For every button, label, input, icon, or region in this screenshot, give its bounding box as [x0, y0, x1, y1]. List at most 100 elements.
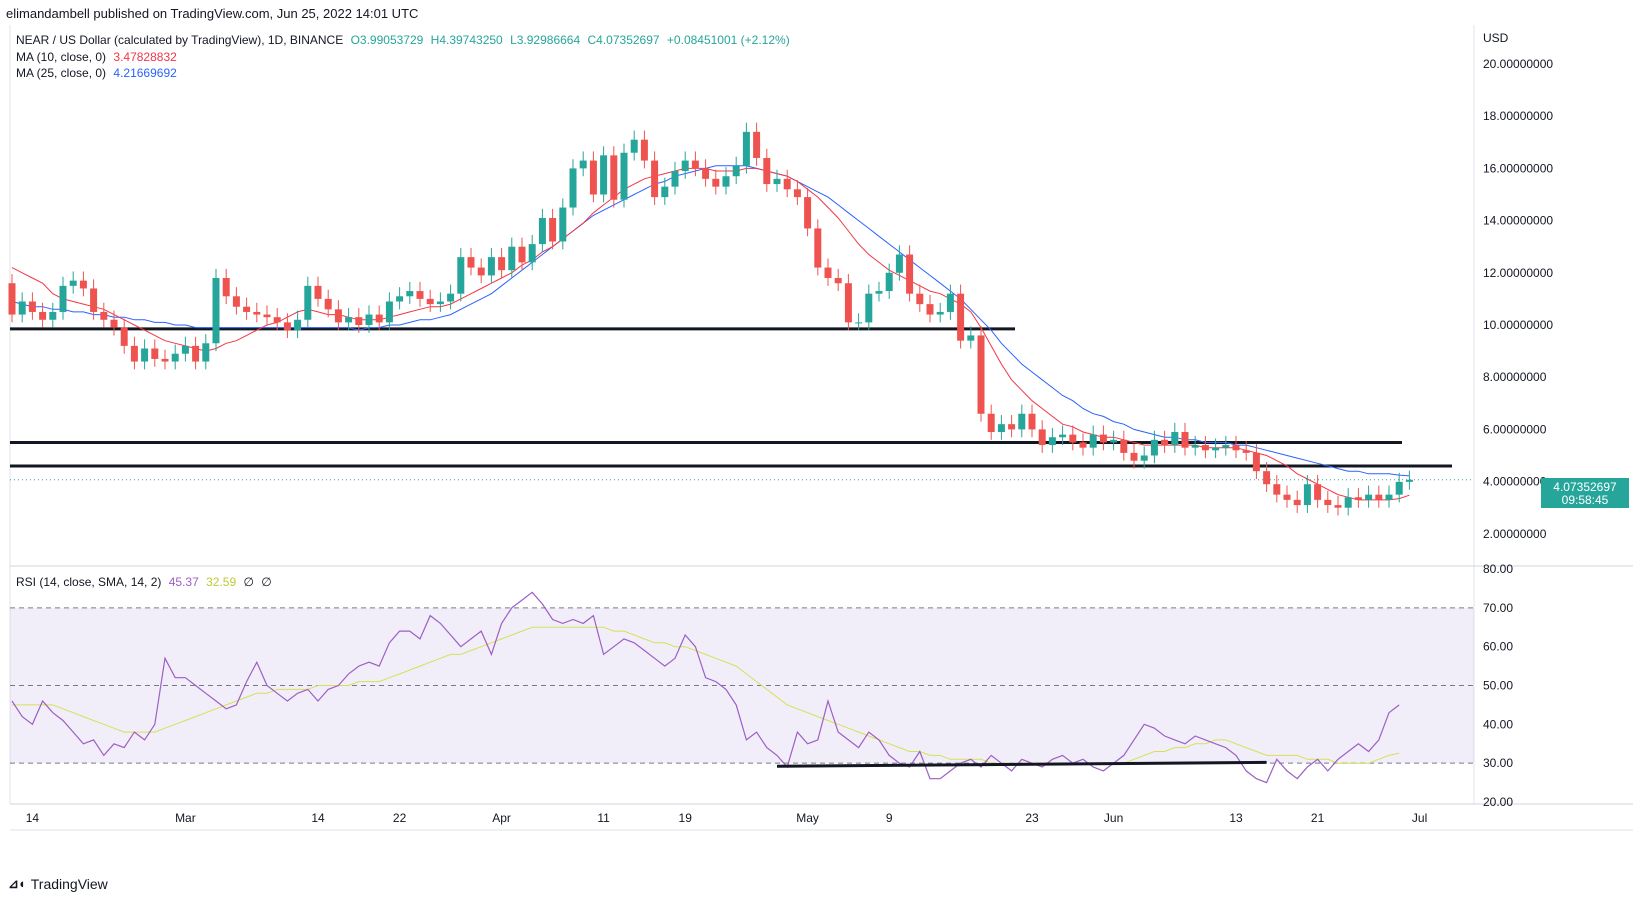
candle-body [1242, 450, 1250, 453]
candle-body [1028, 413, 1036, 430]
rsi-trendline [776, 760, 1267, 768]
candle-body [793, 189, 801, 198]
rsi-tick: 60.00 [1483, 640, 1513, 654]
candle-body [640, 139, 648, 161]
candle-body [1161, 439, 1169, 446]
candle-body [926, 304, 934, 315]
candle-body [1130, 452, 1138, 461]
time-tick: 13 [1229, 811, 1243, 825]
candle-body [814, 228, 822, 268]
rsi-value: 45.37 [168, 575, 199, 589]
candle-body [1405, 479, 1413, 482]
candle-body [222, 278, 230, 297]
candle-body [406, 291, 414, 297]
candle-body [844, 283, 852, 323]
rsi-line [11, 591, 1400, 784]
moving-averages [11, 165, 1410, 501]
candle-body [49, 311, 57, 320]
candle-body [212, 278, 220, 344]
candle-body [39, 311, 47, 320]
time-tick: Jun [1104, 811, 1123, 825]
ma25-line [11, 165, 1410, 477]
candle-body [1099, 434, 1107, 443]
candles [8, 122, 1413, 516]
time-tick: Mar [175, 811, 196, 825]
candle-body [1120, 439, 1128, 453]
candle-body [783, 178, 791, 190]
symbol-legend: NEAR / US Dollar (calculated by TradingV… [16, 33, 794, 47]
candle-body [345, 317, 353, 323]
symbol-name: NEAR / US Dollar (calculated by TradingV… [16, 33, 344, 47]
candle-body [1385, 494, 1393, 500]
candle-body [906, 254, 914, 294]
candle-body [1365, 494, 1373, 500]
candle-body [294, 319, 302, 331]
candle-body [436, 301, 444, 305]
publish-info: elimandambell published on TradingView.c… [6, 6, 419, 21]
time-tick: 19 [679, 811, 693, 825]
candle-body [253, 311, 261, 315]
candle-body [1140, 455, 1148, 461]
candle-body [518, 246, 526, 263]
candle-body [28, 301, 36, 312]
candle-body [732, 165, 740, 177]
time-tick: May [796, 811, 819, 825]
open-value: O3.99053729 [350, 33, 424, 47]
candle-body [579, 160, 587, 169]
candle-body [1038, 429, 1046, 446]
time-tick: 14 [26, 811, 40, 825]
candle-body [1303, 484, 1311, 506]
candle-body [865, 293, 873, 323]
candle-body [324, 298, 332, 310]
price-tick: 4.00000000 [1483, 475, 1547, 489]
candle-body [1293, 499, 1301, 506]
candle-body [824, 267, 832, 279]
candle-body [855, 322, 863, 324]
time-tick: 9 [886, 811, 893, 825]
candle-body [722, 176, 730, 187]
candle-body [834, 278, 842, 284]
time-tick: 22 [393, 811, 407, 825]
candle-body [375, 314, 383, 323]
candle-body [1252, 452, 1260, 472]
rsi-tick: 20.00 [1483, 795, 1513, 809]
candle-body [967, 335, 975, 341]
candle-body [90, 288, 98, 312]
time-tick: 11 [597, 811, 610, 825]
rsi-legend: RSI (14, close, SMA, 14, 2) 45.37 32.59 … [16, 575, 276, 589]
candle-body [1150, 439, 1158, 456]
candle-body [18, 301, 26, 315]
last-price-tag: 4.07352697 [1541, 478, 1629, 496]
change-value: +0.08451001 (+2.12%) [666, 33, 790, 47]
rsi-extra2: ∅ [261, 575, 272, 589]
ma25-value: 4.21669692 [113, 66, 177, 80]
candle-body [528, 244, 536, 263]
candle-body [957, 293, 965, 341]
candle-body [1334, 505, 1342, 508]
candle-body [283, 322, 291, 331]
candle-body [610, 155, 618, 200]
candle-body [997, 424, 1005, 433]
price-tick: 2.00000000 [1483, 527, 1547, 541]
candle-body [1008, 424, 1016, 430]
candle-body [385, 301, 393, 323]
candle-body [69, 280, 77, 286]
candle-body [487, 257, 495, 276]
price-tick: 12.00000000 [1483, 266, 1553, 280]
candle-body [895, 254, 903, 273]
tradingview-brand[interactable]: ⊿◖ TradingView [8, 876, 108, 892]
candle-body [559, 207, 567, 242]
candle-body [1110, 439, 1118, 443]
candle-body [1273, 484, 1281, 495]
price-tick: 8.00000000 [1483, 370, 1547, 384]
candle-body [651, 160, 659, 198]
candle-body [1048, 437, 1056, 446]
candle-body [273, 317, 281, 323]
candle-body [589, 160, 597, 195]
price-tick: 10.00000000 [1483, 318, 1553, 332]
candle-body [538, 217, 546, 245]
candle-body [426, 298, 434, 305]
candle-body [334, 309, 342, 323]
